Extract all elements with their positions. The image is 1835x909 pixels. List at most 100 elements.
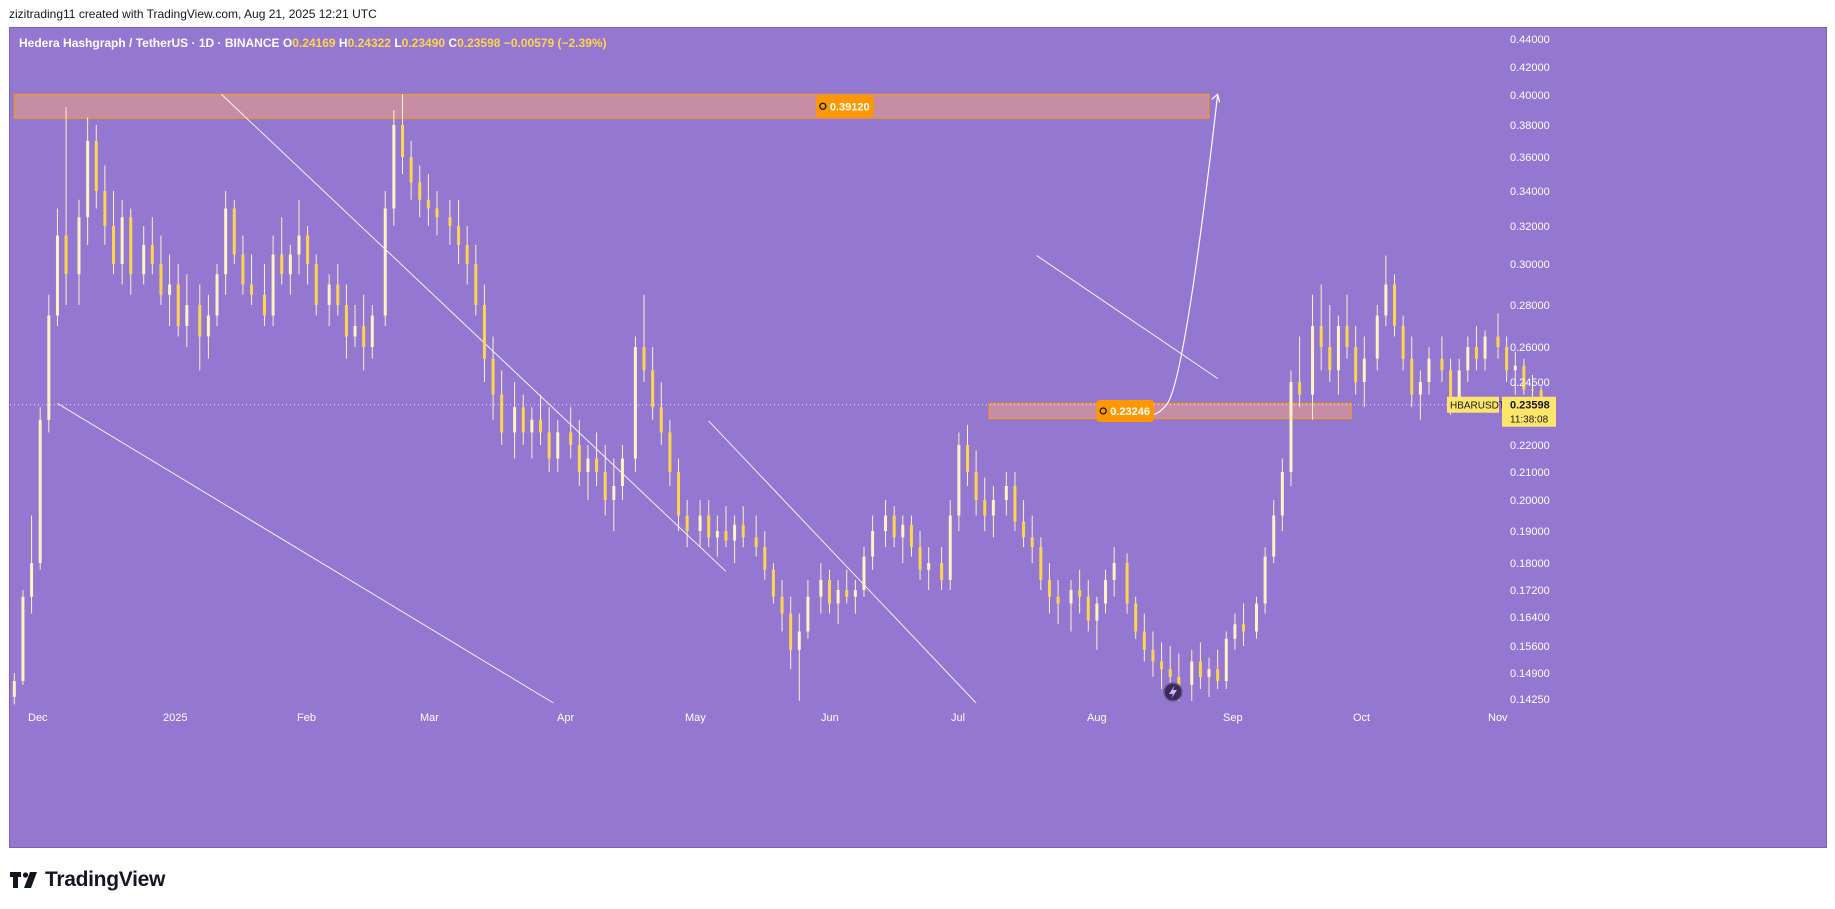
candle-body <box>1056 596 1060 604</box>
candle-body <box>1336 326 1340 371</box>
candle-body <box>206 315 210 337</box>
candle-body <box>465 245 469 264</box>
candle-body <box>892 515 896 538</box>
symbol-tag-bg <box>1447 396 1499 413</box>
x-tick-label: Mar <box>420 712 439 724</box>
candle-body <box>400 125 404 157</box>
candle-body <box>1401 326 1405 359</box>
candle-body <box>771 569 775 597</box>
trendline-2 <box>708 420 977 704</box>
candle-body <box>651 370 655 408</box>
candle-body <box>224 208 228 275</box>
candle-body <box>1263 556 1267 604</box>
candle-body <box>754 537 758 547</box>
trendline-0 <box>220 93 727 572</box>
symbol-title[interactable]: Hedera Hashgraph / TetherUS · 1D · BINAN… <box>19 36 280 50</box>
candle-body <box>595 458 599 472</box>
y-tick-label: 0.30000 <box>1510 259 1550 271</box>
open-label: O <box>282 36 293 50</box>
candle-body <box>30 563 34 597</box>
candle-body <box>103 191 107 226</box>
x-tick-label: Jul <box>951 712 965 724</box>
candle-body <box>1004 486 1008 500</box>
candle-body <box>603 472 607 500</box>
candle-body <box>965 445 969 472</box>
candle-body <box>176 284 180 326</box>
candle-body <box>1311 326 1315 395</box>
chart-frame[interactable]: 0.39120 0.23246 0.44000 0.42000 0.40000 0.380… <box>9 27 1827 848</box>
candle-body <box>12 681 16 697</box>
change-value: −0.00579 (−2.39%) <box>503 36 607 50</box>
chart-caption: zizitrading11 created with TradingView.c… <box>9 7 377 21</box>
candle-body <box>918 547 922 570</box>
y-tick-label: 0.18000 <box>1510 558 1550 570</box>
low-value: 0.23490 <box>401 36 446 50</box>
candle-body <box>1125 563 1129 604</box>
candle-body <box>86 141 90 218</box>
high-value: 0.24322 <box>347 36 391 50</box>
y-tick-label: 0.42000 <box>1510 62 1550 74</box>
candle-body <box>362 326 366 347</box>
candle-body <box>418 182 422 200</box>
candle-body <box>521 407 525 433</box>
candle-body <box>862 556 866 590</box>
candle-body <box>1160 661 1164 670</box>
candle-body <box>707 515 711 538</box>
candle-body <box>780 596 784 614</box>
candle-body <box>241 254 245 285</box>
candle-body <box>983 500 987 516</box>
y-tick-label: 0.44000 <box>1510 34 1550 46</box>
candle-body <box>500 394 504 433</box>
high-label: H <box>338 36 348 50</box>
zone-label-anchor-1 <box>1099 407 1107 415</box>
y-tick-label: 0.21000 <box>1510 467 1550 479</box>
tradingview-logo[interactable]: TradingView <box>10 868 165 892</box>
candle-body <box>806 596 810 632</box>
candle-body <box>344 305 348 337</box>
y-tick-label: 0.26000 <box>1510 342 1550 354</box>
candle-body <box>198 305 202 337</box>
close-label: C <box>448 36 458 50</box>
zone-label-bg-1 <box>1096 399 1155 422</box>
candle-body <box>1242 624 1246 632</box>
y-tick-label: 0.14900 <box>1510 668 1550 680</box>
candle-body <box>392 125 396 209</box>
candle-body <box>448 217 452 226</box>
chart-svg[interactable]: 0.39120 0.23246 0.44000 0.42000 0.40000 0.380… <box>10 28 1827 848</box>
candle-body <box>129 217 133 275</box>
candle-body <box>1418 382 1422 395</box>
symbol-header: Hedera Hashgraph / TetherUS · 1D · BINAN… <box>19 36 607 50</box>
candle-body <box>1086 596 1090 621</box>
y-tick-label: 0.34000 <box>1510 186 1550 198</box>
candle-body <box>1427 358 1431 382</box>
candle-body <box>1328 347 1332 371</box>
candle-body <box>336 284 340 305</box>
x-tick-label: Dec <box>28 712 48 724</box>
candle-body <box>845 590 849 597</box>
candle-body <box>1216 669 1220 681</box>
lightning-icon <box>1169 685 1177 699</box>
candle-body <box>884 515 888 531</box>
candle-body <box>1384 284 1388 316</box>
candle-body <box>271 254 275 316</box>
candle-body <box>215 274 219 316</box>
candle-body <box>659 407 663 433</box>
candle-body <box>1362 358 1366 382</box>
candle-body <box>1483 336 1487 359</box>
candle-body <box>827 579 831 604</box>
candle-body <box>1505 347 1509 371</box>
candle-body <box>733 524 737 541</box>
candle-body <box>314 264 318 305</box>
y-tick-label: 0.24500 <box>1510 377 1550 389</box>
candle-body <box>1151 649 1155 662</box>
candle-body <box>1022 521 1026 538</box>
candle-body <box>1298 382 1302 395</box>
symbol-tag: HBARUSDT <box>1450 401 1505 412</box>
candle-body <box>1319 326 1323 347</box>
candle-body <box>1289 382 1293 472</box>
y-tick-label: 0.14250 <box>1510 694 1550 706</box>
candle-body <box>1466 347 1470 371</box>
y-tick-label: 0.16400 <box>1510 612 1550 624</box>
candle-body <box>280 254 284 275</box>
candle-body <box>819 579 823 597</box>
